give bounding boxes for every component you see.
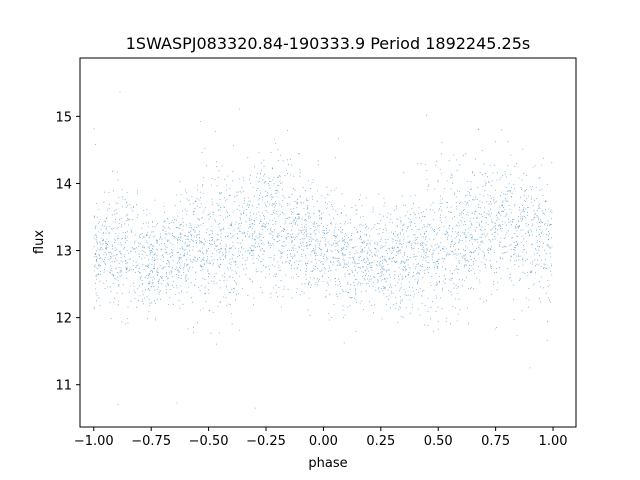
x-tick-label: −0.25	[246, 434, 286, 449]
x-tick-label: 0.75	[481, 434, 510, 449]
x-axis-ticks: −1.00 −0.75 −0.50 −0.25 0.00 0.25 0.50 0.75 1.00	[74, 427, 568, 449]
y-tick-label: 13	[55, 245, 72, 260]
x-tick-label: −1.00	[74, 434, 114, 449]
y-tick-label: 11	[55, 379, 72, 394]
y-tick-label: 14	[55, 177, 72, 192]
y-tick-label: 15	[55, 110, 72, 125]
plot-area-frame	[79, 57, 577, 428]
x-tick-label: 1.00	[539, 434, 568, 449]
y-axis-label: flux	[32, 230, 47, 254]
x-tick-label: 0.50	[424, 434, 453, 449]
x-axis-label: phase	[308, 456, 347, 471]
y-axis-ticks: 11 12 13 14 15	[55, 110, 80, 394]
x-tick-label: 0.00	[309, 434, 338, 449]
chart-title: 1SWASPJ083320.84-190333.9 Period 1892245…	[126, 34, 531, 53]
x-tick-label: −0.50	[189, 434, 229, 449]
x-tick-label: −0.75	[131, 434, 171, 449]
y-tick-label: 12	[55, 312, 72, 327]
x-tick-label: 0.25	[366, 434, 395, 449]
